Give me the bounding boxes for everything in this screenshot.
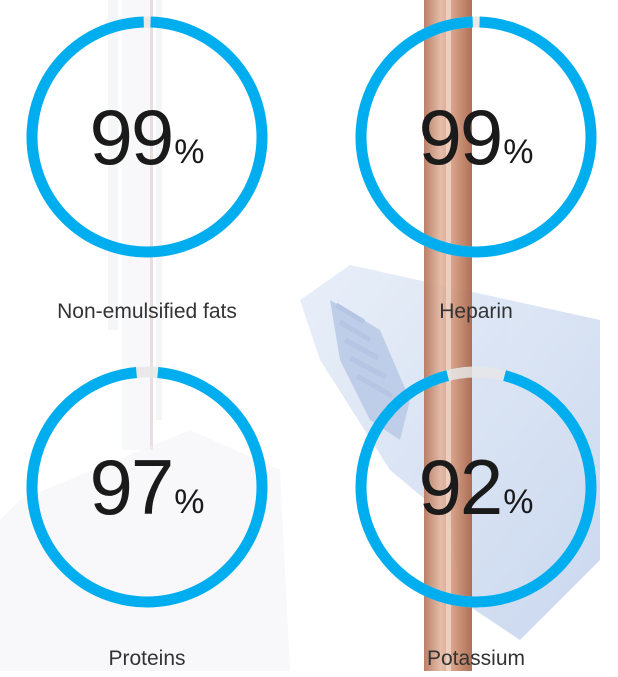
stat-heparin: 99% Heparin	[346, 7, 606, 330]
copper-tube	[424, 0, 472, 671]
stat-value: 92%	[346, 357, 606, 617]
stat-number: 99	[418, 93, 504, 181]
stat-label: Heparin	[439, 300, 513, 323]
donut-potassium	[355, 366, 597, 608]
donut-heparin	[355, 16, 597, 258]
stat-number: 92	[418, 443, 504, 531]
stat-potassium: 92% Potassium	[346, 357, 606, 677]
percent-sign: %	[174, 483, 205, 521]
donut-value-arc	[26, 366, 268, 608]
donut-value-arc	[355, 366, 597, 608]
stat-proteins: 97% Proteins	[17, 357, 277, 677]
stat-label: Proteins	[108, 647, 186, 670]
donut-proteins	[26, 366, 268, 608]
stat-number: 99	[89, 93, 175, 181]
stat-label: Potassium	[426, 647, 526, 670]
donut-non-emulsified-fats	[26, 16, 268, 258]
stat-non-emulsified-fats: 99% Non-emulsified fats	[17, 7, 277, 330]
stat-value: 99%	[17, 7, 277, 267]
percent-sign: %	[503, 133, 534, 171]
stat-number: 97	[89, 443, 175, 531]
stat-value: 97%	[17, 357, 277, 617]
stat-label: Non-emulsified fats	[57, 300, 237, 323]
stat-value: 99%	[346, 7, 606, 267]
donut-value-arc	[26, 16, 268, 258]
donut-value-arc	[355, 16, 597, 258]
percent-sign: %	[174, 133, 205, 171]
percent-sign: %	[503, 483, 534, 521]
white-bag-left	[0, 430, 290, 671]
